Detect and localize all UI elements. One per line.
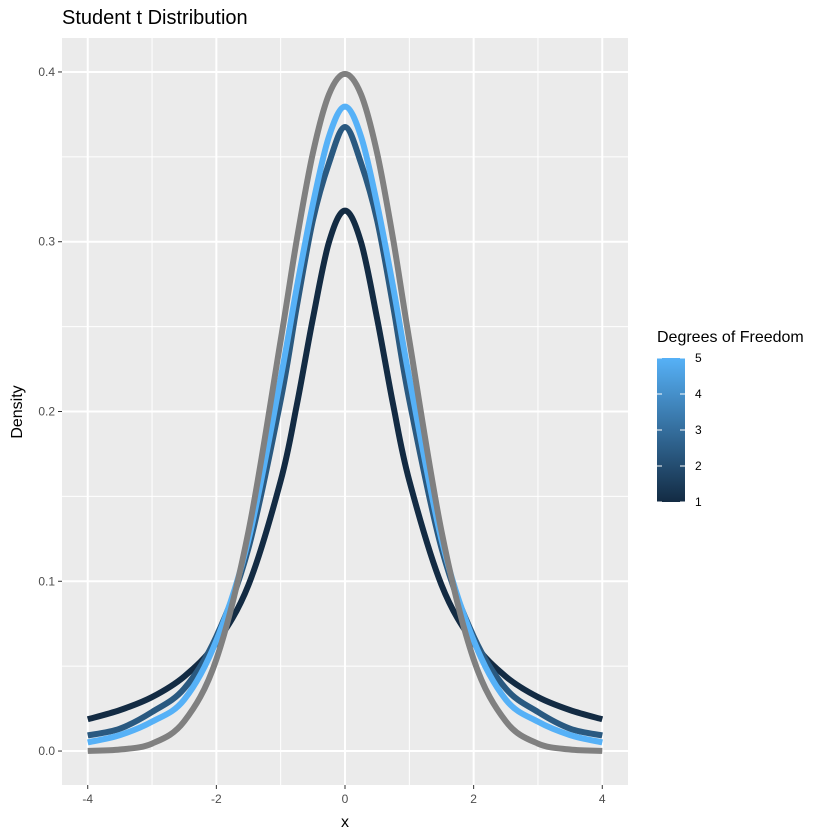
x-tick-label: -2 [211, 792, 222, 806]
legend-label: 4 [695, 387, 702, 401]
y-tick-label: 0.3 [38, 235, 55, 249]
density-line-df-normal [87, 70, 603, 754]
y-tick-label: 0.0 [38, 744, 55, 758]
chart-title: Student t Distribution [62, 7, 248, 29]
legend-label: 1 [695, 495, 702, 509]
x-tick-label: 2 [470, 792, 477, 806]
y-tick-label: 0.2 [38, 405, 55, 419]
legend: Degrees of Freedom 5 4 3 2 1 [657, 329, 804, 509]
legend-label: 3 [695, 423, 702, 437]
density-line-df-5 [87, 103, 603, 746]
series-lines [86, 70, 604, 754]
y-axis-title: Density [9, 385, 26, 438]
x-axis: -4 -2 0 2 4 [82, 785, 606, 806]
x-tick-label: 0 [342, 792, 349, 806]
legend-ticks: 5 4 3 2 1 [657, 351, 702, 509]
y-axis: 0.0 0.1 0.2 0.3 0.4 [38, 65, 62, 758]
legend-label: 5 [695, 351, 702, 365]
legend-title: Degrees of Freedom [657, 329, 804, 346]
x-tick-label: -4 [82, 792, 93, 806]
legend-label: 2 [695, 459, 702, 473]
x-axis-title: x [341, 814, 349, 831]
y-tick-label: 0.1 [38, 574, 55, 588]
y-tick-label: 0.4 [38, 65, 55, 79]
x-tick-label: 4 [599, 792, 606, 806]
